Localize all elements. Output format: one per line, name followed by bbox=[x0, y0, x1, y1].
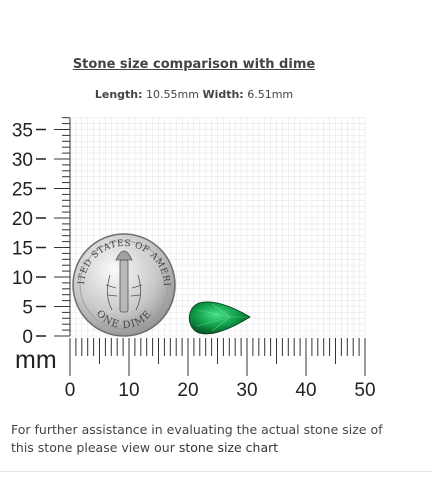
torch-icon bbox=[105, 250, 143, 313]
y-tick-label: 10 bbox=[12, 268, 33, 289]
emerald-body bbox=[188, 301, 251, 335]
x-tick-label: 0 bbox=[65, 380, 76, 401]
x-tick-label: 40 bbox=[295, 380, 316, 401]
width-label: Width: bbox=[202, 88, 244, 101]
y-axis-labels: 35 30 25 20 15 10 5 0 bbox=[12, 121, 46, 348]
y-tick-label: 20 bbox=[12, 209, 33, 230]
y-tick-label: 25 bbox=[12, 180, 33, 201]
y-tick-label: 15 bbox=[12, 239, 33, 260]
unit-label: mm bbox=[15, 346, 57, 374]
x-axis-ticks bbox=[69, 338, 366, 376]
length-value: 10.55mm bbox=[146, 88, 199, 101]
emerald-stone-icon bbox=[188, 301, 251, 335]
stone-dimensions: Length: 10.55mm Width: 6.51mm bbox=[0, 88, 388, 101]
size-assistance-note: For further assistance in evaluating the… bbox=[11, 421, 391, 457]
x-tick-label: 50 bbox=[354, 380, 375, 401]
y-axis-ticks bbox=[54, 117, 71, 337]
dime-inner-ring bbox=[79, 240, 169, 330]
x-axis-labels: 0 10 20 30 40 50 bbox=[65, 380, 376, 401]
x-tick-label: 10 bbox=[118, 380, 139, 401]
x-tick-label: 30 bbox=[236, 380, 257, 401]
y-tick-label: 5 bbox=[22, 298, 33, 319]
y-tick-label: 30 bbox=[12, 150, 33, 171]
stone-size-chart-link[interactable]: stone size chart bbox=[178, 440, 279, 455]
x-tick-label: 20 bbox=[177, 380, 198, 401]
y-tick-label: 35 bbox=[12, 121, 33, 142]
width-value: 6.51mm bbox=[247, 88, 294, 101]
note-text: For further assistance in evaluating the… bbox=[11, 422, 383, 455]
section-divider bbox=[0, 471, 433, 472]
length-label: Length: bbox=[94, 88, 143, 101]
section-title: Stone size comparison with dime bbox=[72, 57, 316, 72]
y-tick-label: 0 bbox=[22, 327, 33, 348]
